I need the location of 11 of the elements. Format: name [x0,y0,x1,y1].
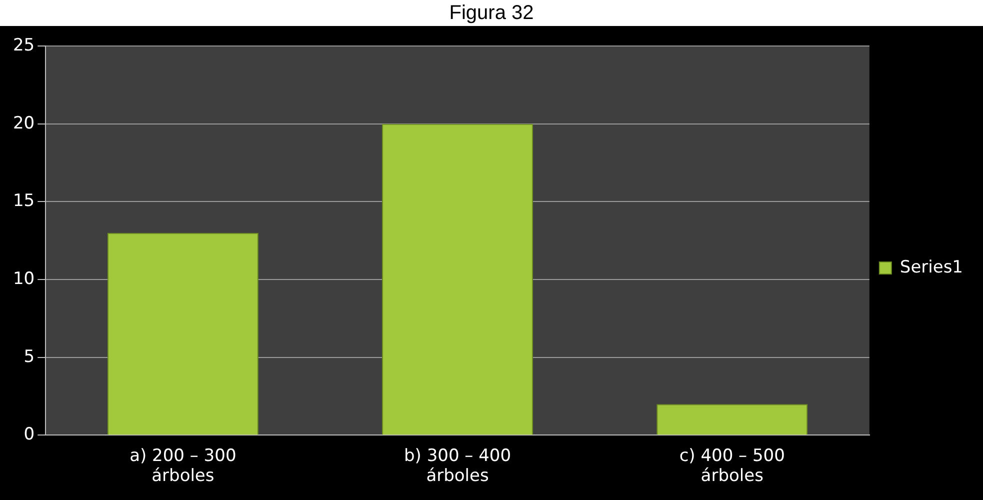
y-tick-label: 20 [12,113,35,134]
y-tick-label: 15 [12,191,35,212]
x-tick-label: c) 400 – 500 árboles [679,446,785,486]
y-tick-label: 10 [12,268,35,289]
y-tick-label: 5 [24,346,35,367]
y-tick-label: 0 [24,424,35,445]
chart-title: Figura 32 [448,1,535,26]
legend-label: Series1 [900,257,964,278]
x-tick-label: a) 200 – 300 árboles [130,446,236,486]
y-tick-label: 25 [12,35,35,56]
x-tick-label: b) 300 – 400 árboles [404,446,512,486]
